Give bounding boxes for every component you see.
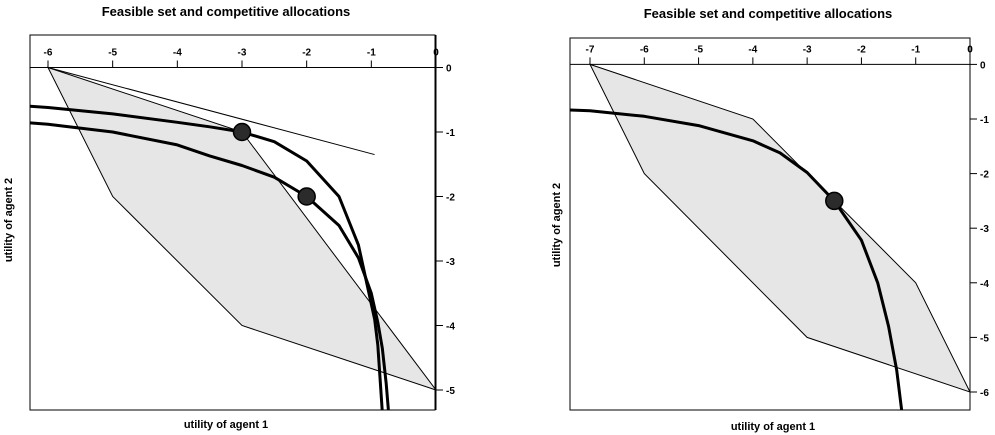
chart-right-y-tick-label: -4 [980,279,989,290]
chart-left-y-tick-label: -2 [446,193,455,204]
chart-right-x-axis-label: utility of agent 1 [731,421,815,433]
chart-right-feasible-set [589,63,970,393]
chart-right-y-axis-label: utility of agent 2 [551,183,563,267]
chart-right-y-tick-label: 0 [980,60,986,71]
chart-right-x-tick-label: -5 [694,44,703,55]
chart-left-feasible-set [47,66,435,391]
chart-right-marks [570,63,970,410]
chart-right-x-tick-label: -4 [748,44,757,55]
chart-right-curve-1 [570,108,904,410]
chart-left-x-axis-label: utility of agent 1 [184,419,268,431]
chart-left-x-tick-label: -1 [367,48,376,59]
chart-right-x-tick-label: -7 [586,44,595,55]
chart-left-y-tick-label: -5 [446,386,455,397]
chart-left-y-tick-label: 0 [446,64,452,75]
chart-right-x-tick-label: -2 [857,44,866,55]
chart-left: Feasible set and competitive allocations… [3,4,455,431]
chart-right: Feasible set and competitive allocations… [551,6,989,433]
chart-left-y-tick-label: -3 [446,257,455,268]
chart-left-marks [30,66,435,410]
chart-left-title: Feasible set and competitive allocations [102,4,351,19]
chart-left-plot-area: -6-5-4-3-2-100-1-2-3-4-5 [29,34,455,411]
chart-left-tangent-line [47,67,375,156]
chart-right-x-tick-label: -3 [803,44,812,55]
chart-left-allocation-point-2 [297,187,316,206]
chart-right-y-tick-label: -3 [980,224,989,235]
chart-left-y-tick-label: -1 [446,128,455,139]
chart-left-x-tick-label: -3 [238,48,247,59]
chart-right-y-tick-label: -1 [980,115,989,126]
chart-right-allocation-point-1 [825,191,844,211]
chart-right-title: Feasible set and competitive allocations [644,6,893,21]
chart-right-x-tick-label: -1 [911,44,920,55]
chart-left-curve-1 [30,104,384,410]
chart-right-plot-area: -7-6-5-4-3-2-100-1-2-3-4-5-6 [569,37,989,411]
chart-left-y-tick-label: -4 [446,322,455,333]
chart-left-frame [29,34,436,411]
chart-left-x-tick-label: -5 [108,48,117,59]
chart-right-y-tick-label: -2 [980,170,989,181]
chart-right-x-tick-label: -6 [640,44,649,55]
chart-left-allocation-point-1 [232,122,252,142]
chart-right-y-tick-label: -6 [980,388,989,399]
chart-left-x-tick-label: -6 [44,48,53,59]
chart-left-x-tick-label: -4 [173,48,182,59]
chart-left-y-axis-label: utility of agent 2 [3,178,15,262]
chart-right-y-tick-label: -5 [980,333,989,344]
chart-left-x-tick-label: -2 [302,48,311,59]
